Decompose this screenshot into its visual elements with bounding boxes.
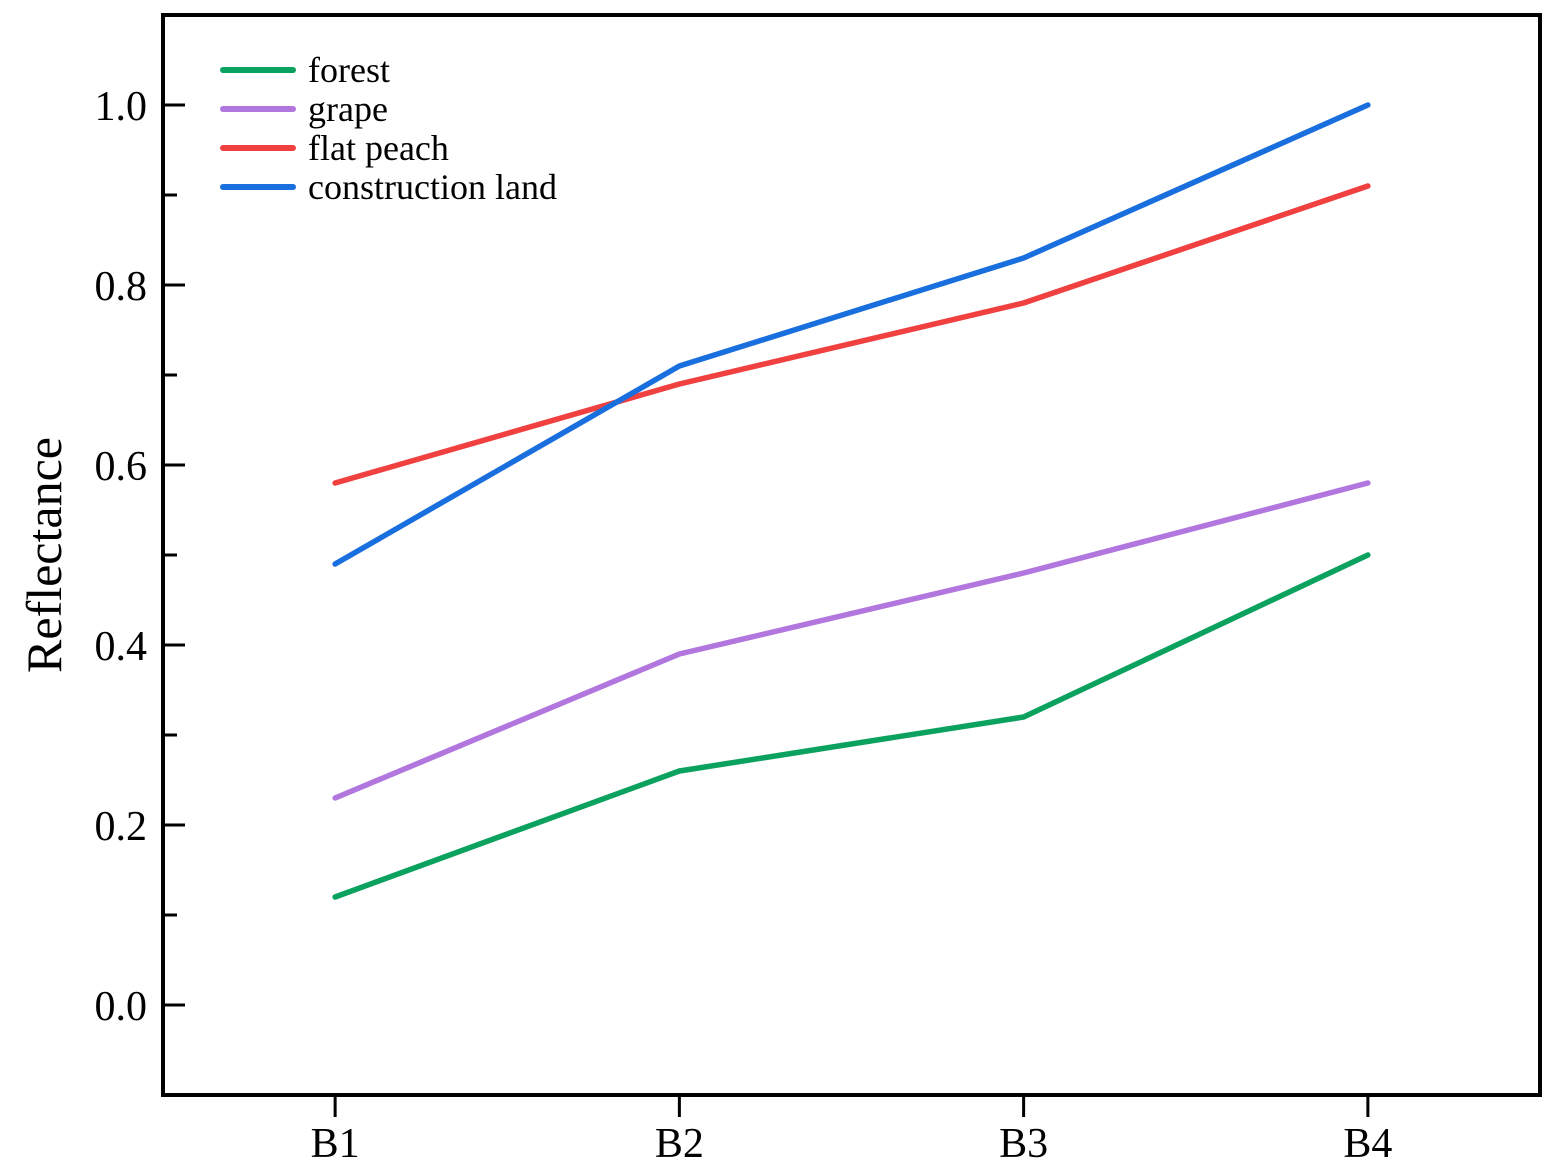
legend-item-grape: grape (220, 89, 557, 128)
x-tick-label: B3 (999, 1121, 1048, 1167)
y-tick-label: 0.4 (95, 624, 148, 670)
series-line-forest (332, 552, 1371, 900)
y-axis-title: Reflectance (16, 437, 72, 673)
x-tick-label: B4 (1343, 1121, 1392, 1167)
legend-label: forest (308, 49, 390, 90)
y-tick-label: 0.8 (95, 264, 148, 310)
series-line-construction-land (332, 102, 1371, 567)
y-tick-label: 0.2 (95, 804, 148, 850)
grape-line-swatch-icon (220, 105, 296, 112)
flat-peach-line-swatch-icon (220, 144, 296, 151)
construction-land-line-swatch-icon (220, 183, 296, 190)
x-tick-label: B1 (311, 1121, 360, 1167)
y-tick-label: 1.0 (95, 84, 148, 130)
legend-item-flat-peach: flat peach (220, 128, 557, 167)
legend-label: grape (308, 88, 388, 129)
legend-item-construction-land: construction land (220, 167, 557, 206)
legend-label: flat peach (308, 127, 449, 168)
forest-line-swatch-icon (220, 66, 296, 73)
y-tick-label: 0.0 (95, 984, 148, 1030)
series-line-flat-peach (332, 183, 1371, 486)
plot-frame (161, 13, 1542, 1097)
legend: forest grape flat peach construction lan… (220, 50, 557, 206)
legend-item-forest: forest (220, 50, 557, 89)
x-tick-label: B2 (655, 1121, 704, 1167)
series-line-grape (332, 480, 1371, 801)
y-tick-label: 0.6 (95, 444, 148, 490)
legend-label: construction land (308, 166, 557, 207)
